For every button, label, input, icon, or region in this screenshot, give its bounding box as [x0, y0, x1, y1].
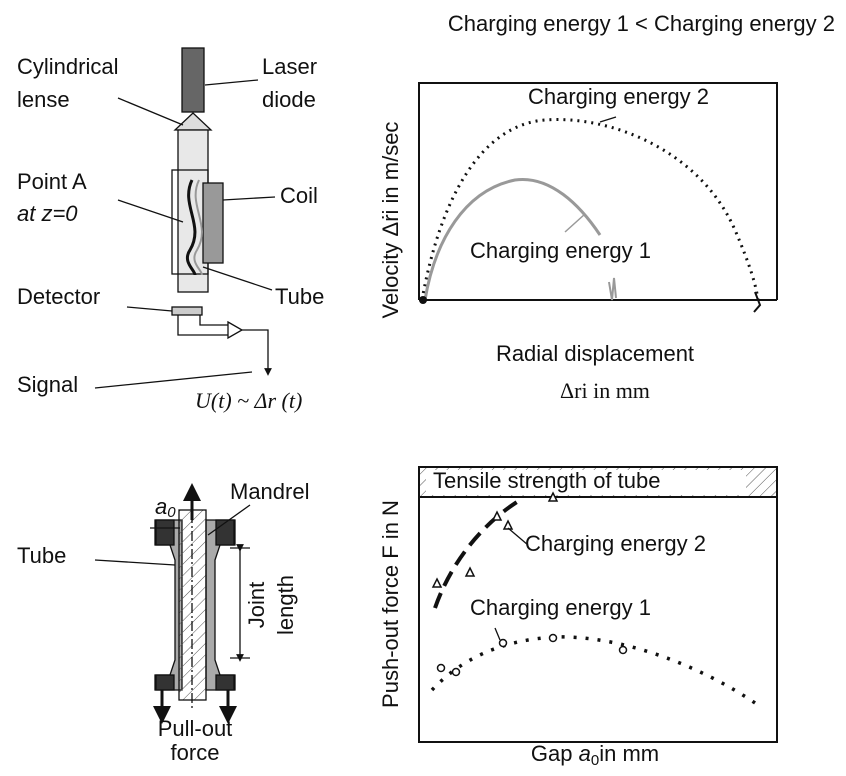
label: Pull-out — [158, 716, 233, 741]
label: Mandrel — [230, 479, 309, 504]
y-axis-label: Push-out force F in N — [378, 500, 403, 708]
force-plot — [418, 466, 778, 743]
label: Tube — [275, 284, 324, 309]
joint-sketch — [94, 483, 251, 724]
label: Laser — [262, 54, 317, 79]
velocity-plot — [418, 82, 778, 313]
label: Tube — [17, 543, 66, 568]
label: at z=0 — [17, 201, 78, 226]
label: Joint — [244, 582, 269, 628]
x-axis-label: Gap a0in mm — [531, 741, 659, 769]
label: a0 — [155, 494, 176, 521]
label: Detector — [17, 284, 100, 309]
label: force — [171, 740, 220, 765]
curve-label: Charging energy 1 — [470, 238, 651, 263]
x-axis-label: Radial displacement — [496, 341, 694, 366]
setup-sketch — [94, 47, 276, 389]
curve-label: Charging energy 2 — [528, 84, 709, 109]
formula: U(t) ~ Δr (t) — [195, 388, 302, 413]
label: Point A — [17, 169, 87, 194]
y-axis-label: Velocity Δṙi in m/sec — [378, 122, 403, 319]
limit-label: Tensile strength of tube — [433, 468, 660, 493]
label: Cylindrical — [17, 54, 118, 79]
label: Signal — [17, 372, 78, 397]
title: Charging energy 1 < Charging energy 2 — [448, 11, 835, 36]
curve-label: Charging energy 2 — [525, 531, 706, 556]
curve-label: Charging energy 1 — [470, 595, 651, 620]
label: lense — [17, 87, 70, 112]
label: length — [273, 575, 298, 635]
label: Coil — [280, 183, 318, 208]
label: diode — [262, 87, 316, 112]
x-axis-label: Δri in mm — [560, 378, 650, 403]
